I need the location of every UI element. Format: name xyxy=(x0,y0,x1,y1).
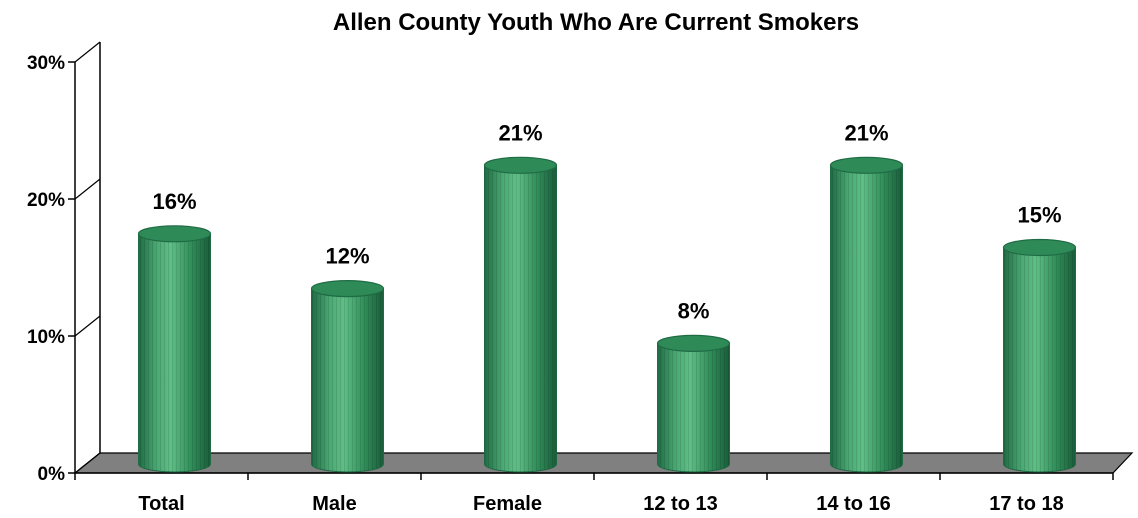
x-tick-label: 14 to 16 xyxy=(816,493,890,515)
y-tick-connector xyxy=(74,315,101,337)
bar-top xyxy=(1002,238,1077,257)
y-tick-connector xyxy=(74,41,101,63)
x-tick-label: Female xyxy=(473,493,542,515)
y-tick-label: 0% xyxy=(38,464,66,485)
data-label: 21% xyxy=(498,120,542,145)
bar-texture xyxy=(657,343,730,472)
chart-floor xyxy=(73,452,1134,474)
y-tick-label: 30% xyxy=(27,53,65,74)
bar-texture xyxy=(311,288,384,472)
bar-texture xyxy=(138,233,211,472)
y-tick-connector xyxy=(74,452,101,474)
y-tick-label: 20% xyxy=(27,190,65,211)
x-tick-label: Male xyxy=(312,493,356,515)
data-label: 12% xyxy=(325,244,369,269)
data-label: 8% xyxy=(678,298,710,323)
bar-top xyxy=(829,156,904,174)
bar-top xyxy=(137,225,212,243)
x-tick-label: 12 to 13 xyxy=(643,493,717,515)
chart-title: Allen County Youth Who Are Current Smoke… xyxy=(333,9,859,36)
bar-top xyxy=(483,156,558,174)
bar-texture xyxy=(830,165,903,473)
x-tick-label: Total xyxy=(138,493,184,515)
data-label: 21% xyxy=(844,120,888,145)
y-tick-connector xyxy=(74,178,101,200)
plot-area: 0% 10% 20% 30% 16% Total 12% Male 21% Female 8% 12 … xyxy=(27,41,1134,515)
y-tick-label: 10% xyxy=(27,327,65,348)
bar-texture xyxy=(484,165,557,473)
x-tick-label: 17 to 18 xyxy=(989,493,1063,515)
bar-top xyxy=(310,280,385,298)
bar-texture xyxy=(1003,247,1076,472)
data-label: 15% xyxy=(1017,203,1061,228)
bar-top xyxy=(656,334,731,352)
data-label: 16% xyxy=(152,189,196,214)
